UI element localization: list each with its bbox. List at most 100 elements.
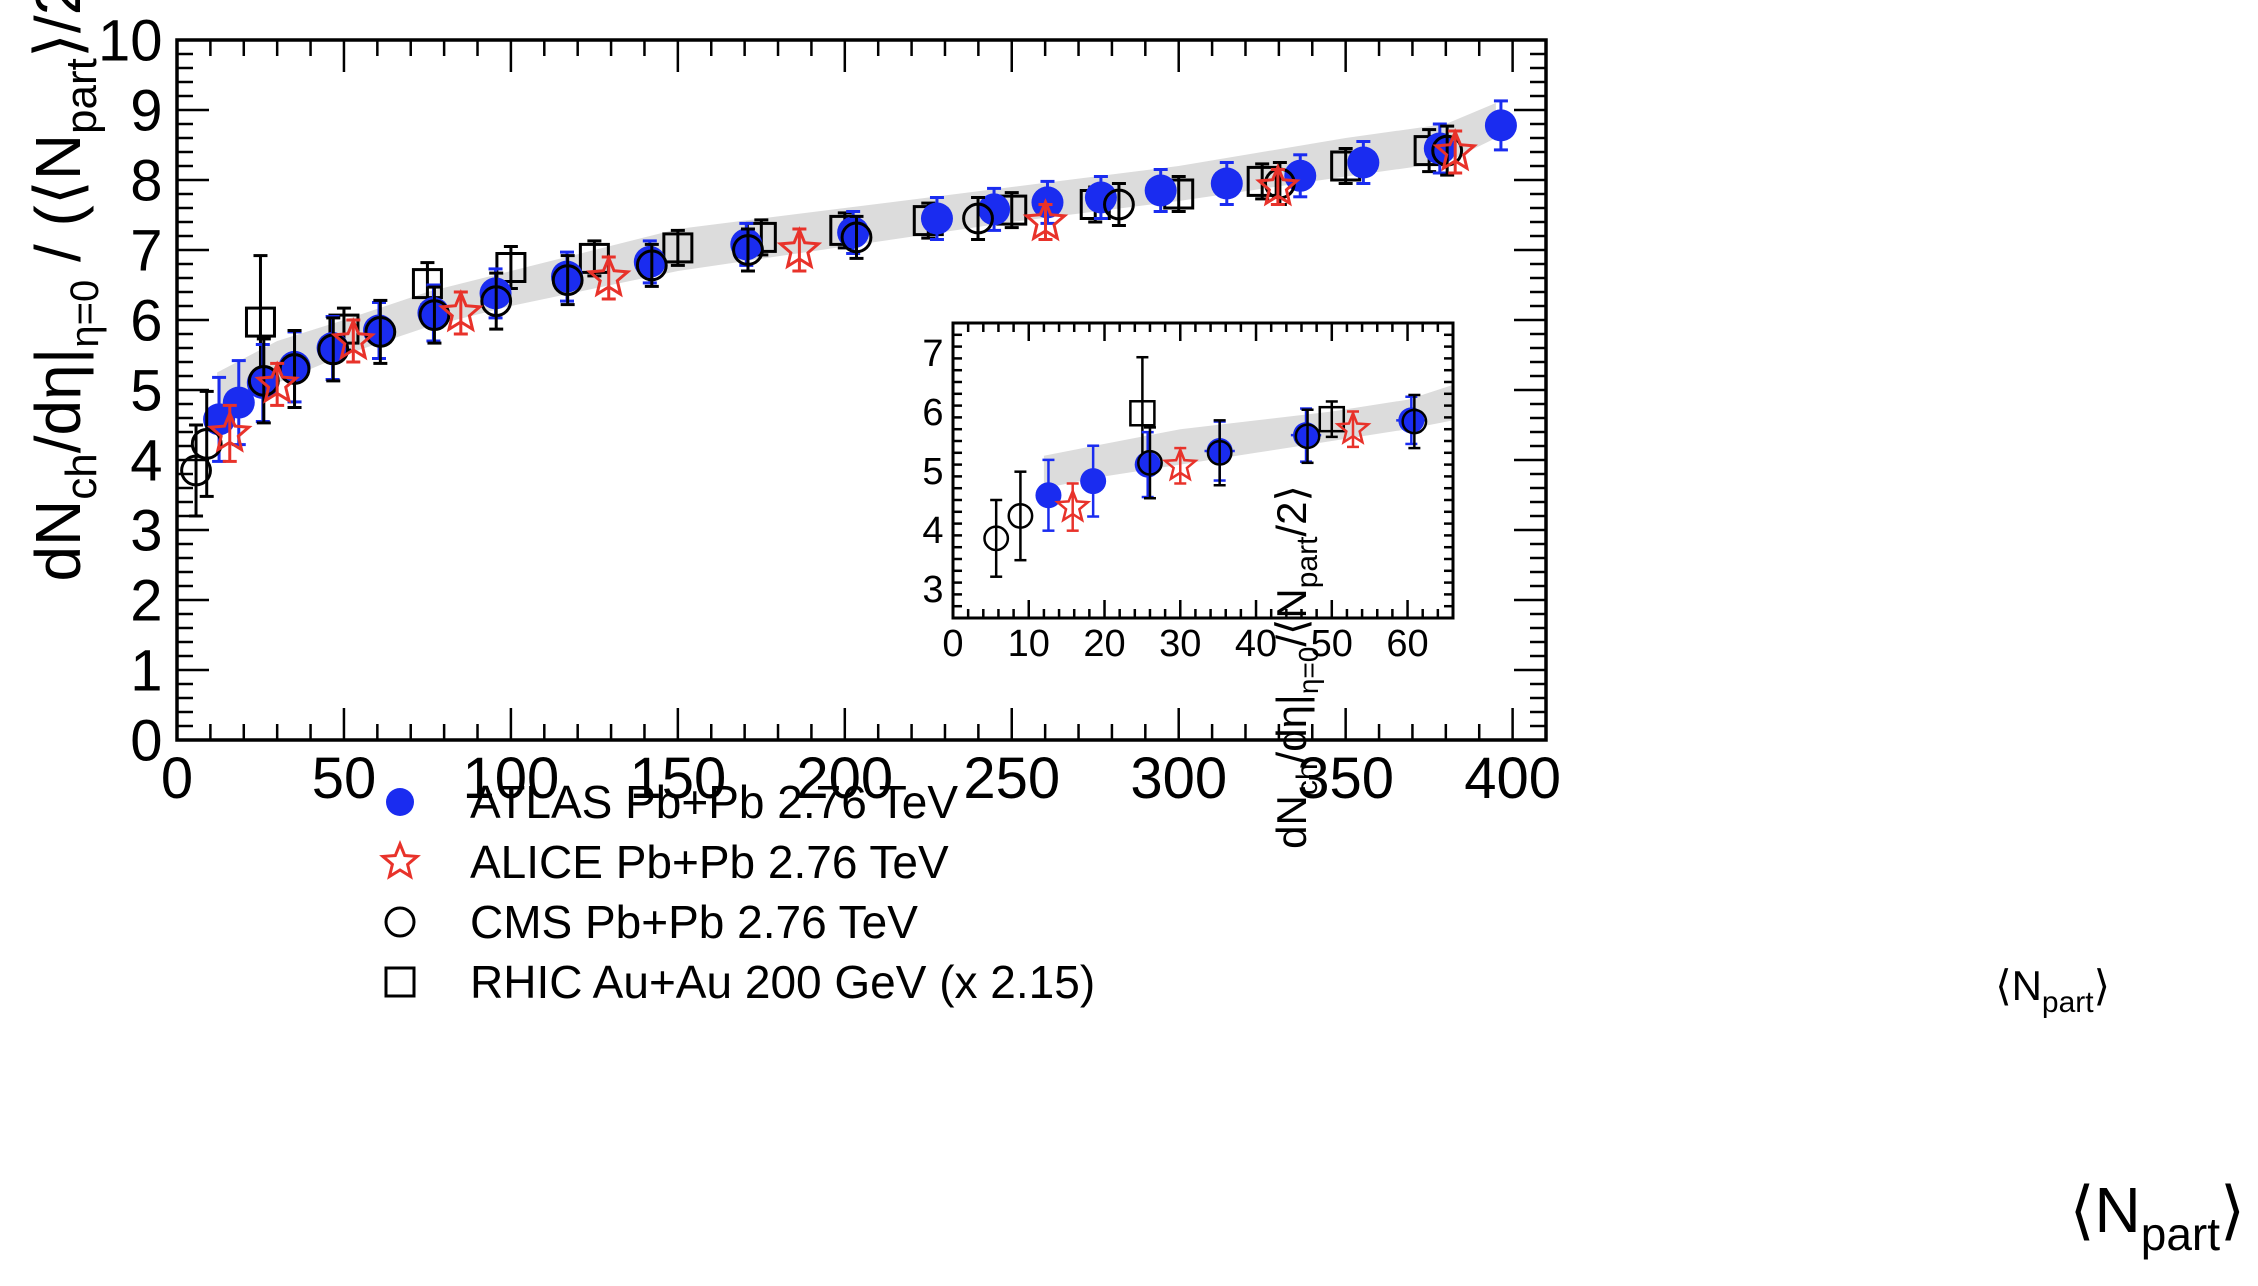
inset-point-filled-circle (1035, 458, 1062, 532)
inset-x-tick-label: 50 (1311, 623, 1353, 665)
inset-alice-marker (1161, 446, 1199, 482)
main-point-open-circle (1103, 182, 1135, 227)
main-alice-marker (254, 360, 300, 404)
main-alice-marker (585, 254, 632, 298)
main-point-open-circle (480, 271, 513, 331)
main-point-filled-circle (1484, 99, 1517, 152)
inset-x-tick-label: 0 (942, 623, 963, 665)
main-point-open-star (1255, 163, 1301, 207)
main-point-open-square (662, 228, 694, 267)
inset-x-tick-label: 40 (1235, 623, 1277, 665)
main-point-filled-circle (1031, 179, 1064, 225)
main-rhic-marker (662, 232, 694, 264)
main-point-filled-circle (1084, 175, 1117, 220)
main-y-tick-label: 5 (130, 358, 162, 423)
main-point-open-star (330, 317, 377, 364)
inset-point-open-square (1318, 400, 1346, 439)
main-point-filled-circle (1144, 168, 1177, 213)
main-point-open-star (585, 254, 632, 301)
main-y-tick-label: 7 (130, 218, 162, 283)
legend-label-rhic: RHIC Au+Au 200 GeV (x 2.15) (470, 956, 1095, 1008)
main-cms-marker (551, 264, 584, 297)
inset-point-open-circle (1137, 426, 1163, 500)
main-point-open-star (1022, 198, 1069, 242)
main-point-filled-circle (1210, 161, 1243, 206)
main-x-tick-label: 50 (312, 746, 377, 811)
inset-x-tick-label: 60 (1386, 623, 1428, 665)
main-point-open-circle (364, 298, 397, 365)
main-plot-frame (175, 38, 1548, 742)
main-atlas-marker (920, 202, 953, 235)
main-y-tick-label: 4 (130, 428, 162, 493)
main-y-tick-label: 3 (130, 498, 162, 563)
inset-cms-marker (1206, 439, 1233, 466)
main-x-tick-label: 350 (1297, 746, 1394, 811)
main-y-tick-label: 1 (130, 638, 162, 703)
main-y-axis-title: dNch/dη|η=0 / (⟨Npart⟩/2) (22, 0, 107, 582)
inset-point-open-circle (1206, 419, 1233, 487)
main-x-tick-label: 300 (1130, 746, 1227, 811)
main-point-open-circle (840, 214, 873, 260)
main-atlas-marker (978, 193, 1011, 226)
inset-y-tick-label: 4 (922, 510, 943, 552)
inset-y-tick-label: 3 (922, 569, 943, 611)
main-point-open-circle (418, 285, 451, 345)
legend-atlas-marker (386, 788, 414, 816)
main-alice-marker (207, 409, 253, 453)
main-point-open-circle (732, 227, 764, 273)
main-rhic-marker (244, 306, 276, 338)
legend-label-atlas: ATLAS Pb+Pb 2.76 TeV (470, 776, 958, 828)
inset-y-tick-label: 5 (922, 451, 943, 493)
main-x-tick-label: 250 (963, 746, 1060, 811)
main-point-open-star (1432, 128, 1478, 175)
main-point-filled-circle (920, 196, 953, 241)
main-alice-marker (330, 317, 377, 361)
main-y-tick-label: 2 (130, 568, 162, 633)
main-rhic-marker (411, 268, 443, 300)
inset-cms-marker (1294, 423, 1321, 450)
main-cms-marker (635, 249, 668, 282)
inset-atlas-marker (1080, 468, 1107, 495)
inset-point-open-star (1161, 446, 1199, 485)
inset-cms-marker (1401, 408, 1428, 435)
main-cms-marker (1103, 188, 1135, 221)
inset-point-open-circle (1401, 393, 1428, 450)
inset-x-tick-label: 20 (1083, 623, 1125, 665)
inset-cms-marker (983, 525, 1010, 552)
inset-point-open-star (1054, 482, 1092, 532)
main-alice-marker (438, 289, 484, 333)
inset-point-filled-circle (1080, 444, 1107, 518)
main-y-tick-label: 9 (130, 78, 162, 143)
main-cms-marker (364, 316, 397, 348)
inset-x-tick-label: 30 (1159, 623, 1201, 665)
main-point-filled-circle (1347, 140, 1380, 185)
inset-alice-marker (1054, 487, 1092, 523)
main-point-open-star (207, 403, 253, 463)
main-point-open-circle (190, 389, 223, 498)
main-y-tick-label: 8 (130, 148, 162, 213)
inset-rhic-marker (1129, 400, 1156, 427)
inset-alice-marker (1334, 409, 1372, 445)
main-cms-marker (480, 285, 513, 318)
main-atlas-marker (1347, 146, 1380, 179)
inset-y-tick-label: 7 (922, 333, 943, 375)
main-point-open-star (438, 289, 484, 336)
main-point-open-circle (551, 254, 584, 307)
inset-atlas-marker (1035, 482, 1062, 509)
main-alice-marker (1022, 198, 1069, 242)
main-point-open-circle (180, 423, 212, 518)
inset-rhic-marker (1318, 405, 1346, 433)
legend-rhic-marker (384, 966, 416, 998)
main-atlas-marker (1484, 109, 1517, 142)
main-x-tick-label: 0 (161, 746, 193, 811)
main-atlas-marker (1210, 167, 1243, 200)
legend-label-alice: ALICE Pb+Pb 2.76 TeV (470, 836, 949, 888)
main-point-open-circle (278, 329, 311, 409)
main-x-tick-label: 200 (796, 746, 893, 811)
main-atlas-marker (1084, 181, 1117, 214)
legend-cms-marker (384, 906, 416, 938)
main-cms-marker (418, 299, 451, 332)
main-x-tick-label: 400 (1464, 746, 1561, 811)
main-cms-marker (180, 454, 212, 487)
